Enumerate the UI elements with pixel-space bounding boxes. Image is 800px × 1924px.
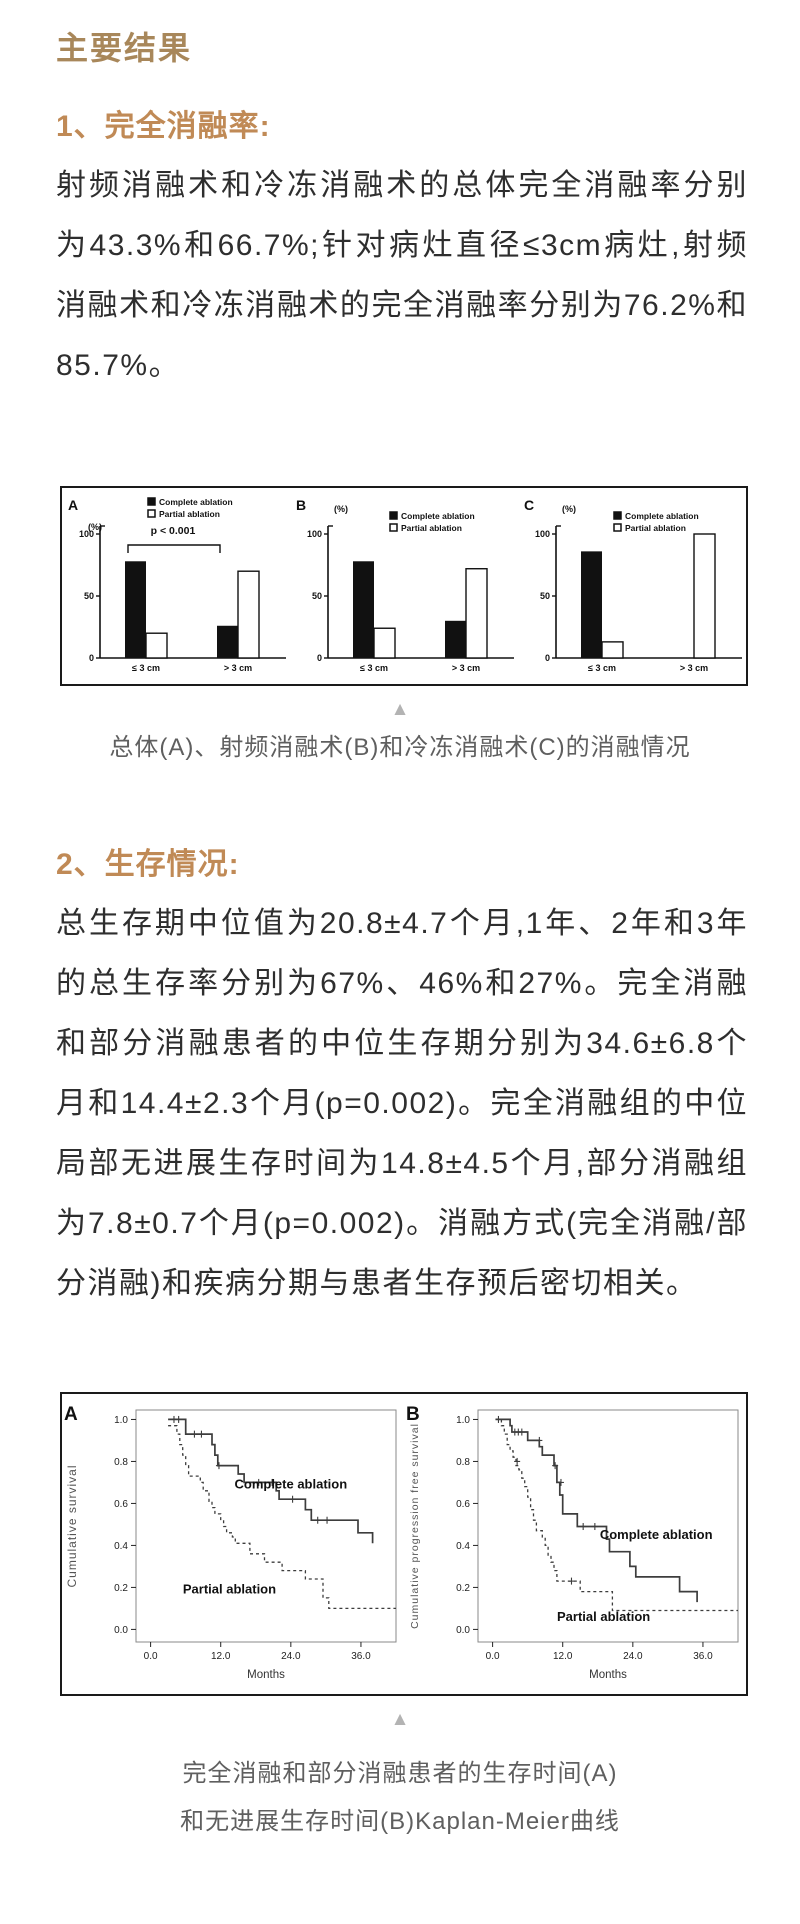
svg-text:0: 0 — [545, 653, 550, 663]
svg-text:A: A — [68, 497, 78, 513]
svg-text:(%): (%) — [334, 504, 348, 514]
svg-text:Months: Months — [589, 1669, 627, 1681]
svg-text:0.2: 0.2 — [456, 1583, 470, 1594]
svg-text:0.2: 0.2 — [114, 1583, 128, 1594]
svg-text:0.4: 0.4 — [114, 1541, 128, 1552]
svg-text:Complete ablation: Complete ablation — [234, 1477, 347, 1492]
figure1-caption: 总体(A)、射频消融术(B)和冷冻消融术(C)的消融情况 — [109, 734, 691, 761]
svg-text:Partial ablation: Partial ablation — [557, 1609, 650, 1624]
svg-text:24.0: 24.0 — [281, 1651, 301, 1662]
svg-text:1.0: 1.0 — [456, 1415, 470, 1426]
svg-text:> 3 cm: > 3 cm — [224, 663, 252, 673]
svg-text:≤ 3 cm: ≤ 3 cm — [132, 663, 160, 673]
figure2-caption-line2: 和无进展生存时间(B)Kaplan-Meier曲线 — [180, 1808, 620, 1835]
svg-text:0.8: 0.8 — [456, 1457, 470, 1468]
svg-text:Partial ablation: Partial ablation — [183, 1582, 276, 1597]
expand-arrow-icon: ▲ — [390, 699, 410, 720]
svg-text:Cumulative survival: Cumulative survival — [65, 1464, 79, 1587]
svg-text:50: 50 — [84, 591, 94, 601]
svg-text:50: 50 — [312, 591, 322, 601]
svg-text:Complete ablation: Complete ablation — [600, 1527, 713, 1542]
svg-text:0.8: 0.8 — [114, 1457, 128, 1468]
page-title: 主要结果 — [56, 30, 193, 66]
svg-text:≤ 3 cm: ≤ 3 cm — [360, 663, 388, 673]
figure-km-curves[interactable]: A 0.0 0.2 0.4 0.6 0.8 1.0 0.0 12.0 24.0 36.0 Months… — [60, 1392, 748, 1696]
svg-text:(%): (%) — [562, 504, 576, 514]
svg-text:36.0: 36.0 — [693, 1651, 713, 1662]
svg-text:Partial ablation: Partial ablation — [401, 523, 462, 533]
km-panel-b: B 0.0 0.2 0.4 0.6 0.8 1.0 0.0 12.0 24.0 36.0 Months… — [404, 1394, 746, 1694]
figure2-caption-line1: 完全消融和部分消融患者的生存时间(A) — [182, 1760, 618, 1787]
svg-text:100: 100 — [307, 529, 322, 539]
expand-arrow-icon-2: ▲ — [390, 1709, 410, 1730]
svg-text:B: B — [296, 497, 306, 513]
svg-text:0.0: 0.0 — [114, 1625, 128, 1636]
paragraph-2: 总生存期中位值为20.8±4.7个月,1年、2年和3年的总生存率分别为67%、4… — [56, 907, 748, 1300]
svg-text:50: 50 — [540, 591, 550, 601]
svg-text:0.0: 0.0 — [144, 1651, 158, 1662]
svg-text:0.6: 0.6 — [114, 1499, 128, 1510]
svg-text:0.0: 0.0 — [456, 1625, 470, 1636]
svg-text:0: 0 — [89, 653, 94, 663]
svg-text:Complete ablation: Complete ablation — [159, 497, 233, 507]
svg-text:24.0: 24.0 — [623, 1651, 643, 1662]
svg-text:100: 100 — [79, 529, 94, 539]
svg-text:B: B — [406, 1404, 420, 1425]
section-heading-2: 2、生存情况: — [56, 848, 240, 881]
svg-text:≤ 3 cm: ≤ 3 cm — [588, 663, 616, 673]
svg-text:Partial ablation: Partial ablation — [159, 509, 220, 519]
section-heading-1: 1、完全消融率: — [56, 110, 271, 143]
svg-text:Months: Months — [247, 1669, 285, 1681]
svg-text:0.4: 0.4 — [456, 1541, 470, 1552]
svg-text:100: 100 — [535, 529, 550, 539]
bar-panel-b: B (%) 0 50 100 ≤ 3 cm > 3 cm Complete ablation P… — [290, 488, 518, 684]
svg-text:Partial ablation: Partial ablation — [625, 523, 686, 533]
svg-text:0.6: 0.6 — [456, 1499, 470, 1510]
svg-text:> 3 cm: > 3 cm — [680, 663, 708, 673]
svg-text:12.0: 12.0 — [211, 1651, 231, 1662]
svg-text:p < 0.001: p < 0.001 — [151, 525, 196, 537]
svg-text:12.0: 12.0 — [553, 1651, 573, 1662]
svg-text:A: A — [64, 1404, 78, 1425]
svg-text:1.0: 1.0 — [114, 1415, 128, 1426]
paragraph-1: 射频消融术和冷冻消融术的总体完全消融率分别为43.3%和66.7%;针对病灶直径… — [56, 169, 748, 382]
svg-text:Complete ablation: Complete ablation — [625, 511, 699, 521]
km-chart-row: A 0.0 0.2 0.4 0.6 0.8 1.0 0.0 12.0 24.0 36.0 Months… — [62, 1394, 746, 1694]
svg-text:Complete ablation: Complete ablation — [401, 511, 475, 521]
svg-text:> 3 cm: > 3 cm — [452, 663, 480, 673]
bar-chart-row: A (%) 0 50 100 ≤ 3 cm > 3 cm Complete ablation P… — [62, 488, 746, 684]
figure-ablation-rates[interactable]: A (%) 0 50 100 ≤ 3 cm > 3 cm Complete ablation P… — [60, 486, 748, 686]
svg-text:36.0: 36.0 — [351, 1651, 371, 1662]
svg-text:(%): (%) — [88, 522, 102, 532]
km-panel-a: A 0.0 0.2 0.4 0.6 0.8 1.0 0.0 12.0 24.0 36.0 Months… — [62, 1394, 404, 1694]
svg-text:Cumulative progression free su: Cumulative progression free survival — [409, 1423, 421, 1629]
figure2-caption: 完全消融和部分消融患者的生存时间(A) 和无进展生存时间(B)Kaplan-Me… — [40, 1750, 760, 1846]
bar-panel-c: C (%) 0 50 100 ≤ 3 cm > 3 cm Complete ablation P… — [518, 488, 746, 684]
svg-text:C: C — [524, 497, 534, 513]
svg-text:0: 0 — [317, 653, 322, 663]
bar-panel-a: A (%) 0 50 100 ≤ 3 cm > 3 cm Complete ablation P… — [62, 488, 290, 684]
svg-text:0.0: 0.0 — [486, 1651, 500, 1662]
